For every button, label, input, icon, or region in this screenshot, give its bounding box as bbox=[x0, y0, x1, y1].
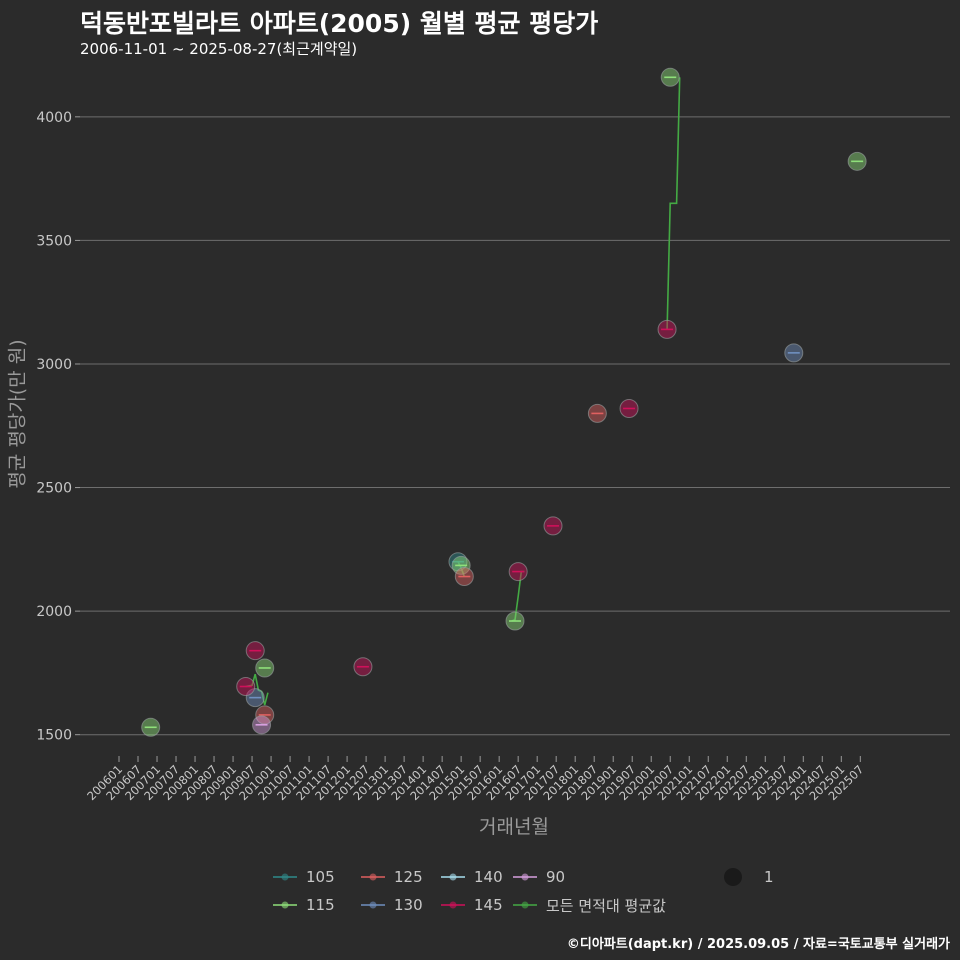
source-caption: ©디아파트(dapt.kr) / 2025.09.05 / 자료=국토교통부 실… bbox=[566, 937, 950, 952]
legend: 105 125 140 90 115 130 145 모든 면적대 평균값 bbox=[272, 866, 732, 922]
x-axis-ticks: 2006012006072007012007072008012008072009… bbox=[84, 756, 866, 803]
legend-item-130: 130 bbox=[360, 894, 423, 916]
legend-item-115: 115 bbox=[272, 894, 335, 916]
legend-swatch-115 bbox=[273, 901, 297, 909]
legend-swatch-dot bbox=[449, 901, 457, 909]
legend-swatch-all bbox=[513, 901, 537, 909]
size-legend-label: 1 bbox=[764, 868, 774, 886]
average-line-segment bbox=[666, 77, 681, 330]
y-tick-label: 3500 bbox=[36, 233, 72, 249]
x-axis-label: 거래년월 bbox=[479, 816, 549, 838]
legend-swatch-105 bbox=[273, 873, 297, 881]
legend-item-140: 140 bbox=[440, 866, 503, 888]
y-tick-label: 3000 bbox=[36, 357, 72, 373]
legend-label: 130 bbox=[394, 896, 423, 914]
legend-swatch-dot bbox=[521, 873, 529, 881]
legend-label: 90 bbox=[546, 868, 566, 886]
chart-subtitle: 2006-11-01 ~ 2025-08-27(최근계약일) bbox=[80, 40, 358, 58]
y-tick-label: 2500 bbox=[36, 481, 72, 497]
y-axis-label: 평균 평당가(만 원) bbox=[6, 339, 29, 489]
legend-item-all: 모든 면적대 평균값 bbox=[512, 894, 666, 916]
average-line-segment bbox=[245, 673, 269, 706]
legend-item-145: 145 bbox=[440, 894, 503, 916]
y-axis-ticks: 1500 2000 2500 3000 3500 4000 bbox=[36, 110, 80, 744]
y-tick-label: 4000 bbox=[36, 110, 72, 126]
legend-swatch-145 bbox=[441, 901, 465, 909]
legend-item-90: 90 bbox=[512, 866, 565, 888]
legend-label: 105 bbox=[306, 868, 335, 886]
y-tick-label: 1500 bbox=[36, 728, 72, 744]
legend-swatch-dot bbox=[369, 873, 377, 881]
legend-label: 140 bbox=[474, 868, 503, 886]
legend-item-125: 125 bbox=[360, 866, 423, 888]
size-legend: 1 bbox=[724, 866, 774, 888]
legend-swatch-dot bbox=[369, 901, 377, 909]
legend-swatch-90 bbox=[513, 873, 537, 881]
legend-item-105: 105 bbox=[272, 866, 335, 888]
size-legend-dot bbox=[724, 868, 742, 886]
legend-label: 145 bbox=[474, 896, 503, 914]
data-points bbox=[141, 67, 867, 737]
legend-swatch-dot bbox=[281, 901, 289, 909]
legend-swatch-dot bbox=[449, 873, 457, 881]
legend-swatch-125 bbox=[361, 873, 385, 881]
legend-swatch-130 bbox=[361, 901, 385, 909]
chart-title: 덕동반포빌라트 아파트(2005) 월별 평균 평당가 bbox=[80, 9, 599, 38]
legend-swatch-140 bbox=[441, 873, 465, 881]
legend-swatch-dot bbox=[521, 901, 529, 909]
legend-swatch-dot bbox=[281, 873, 289, 881]
grid-lines bbox=[80, 116, 950, 736]
y-tick-label: 2000 bbox=[36, 604, 72, 620]
legend-label: 모든 면적대 평균값 bbox=[546, 896, 666, 915]
legend-label: 115 bbox=[306, 896, 335, 914]
legend-label: 125 bbox=[394, 868, 423, 886]
